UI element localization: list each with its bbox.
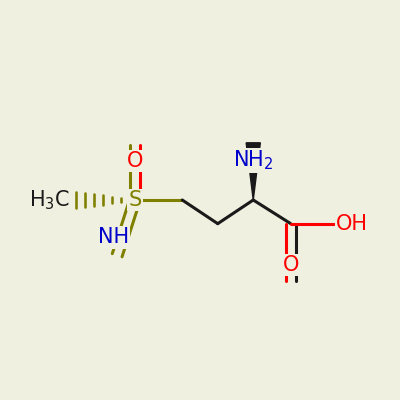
Text: NH$_2$: NH$_2$ bbox=[233, 149, 274, 172]
Polygon shape bbox=[246, 143, 260, 200]
Text: S: S bbox=[128, 190, 142, 210]
Text: O: O bbox=[127, 150, 143, 170]
Text: H$_3$C: H$_3$C bbox=[29, 188, 70, 212]
Text: OH: OH bbox=[336, 214, 368, 234]
Text: O: O bbox=[282, 255, 299, 275]
Text: NH: NH bbox=[98, 228, 129, 248]
